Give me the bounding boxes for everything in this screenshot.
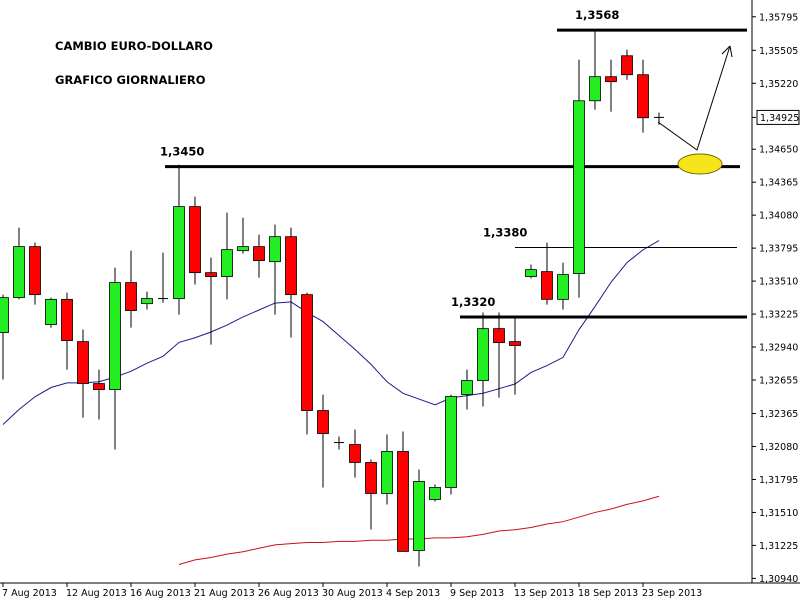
x-tick-label: 30 Aug 2013 — [322, 588, 383, 599]
candle-body — [557, 274, 569, 300]
x-tick-label: 16 Aug 2013 — [130, 588, 191, 599]
y-tick-label: 1,32940 — [759, 343, 798, 354]
candle-body — [61, 298, 73, 341]
candle-body — [317, 410, 329, 434]
y-tick-label: 1,32365 — [759, 409, 798, 420]
candle-body — [237, 246, 249, 252]
candle-body — [413, 481, 425, 551]
candle-body — [605, 76, 617, 83]
y-tick-label: 1,34080 — [759, 211, 798, 222]
level-label: 1,3450 — [160, 145, 204, 159]
candle-body — [285, 236, 297, 296]
candle-body — [509, 341, 521, 346]
x-tick-label: 23 Sep 2013 — [642, 588, 702, 599]
candle-body — [93, 383, 105, 390]
candle-body — [141, 298, 153, 305]
candle-body — [0, 297, 9, 333]
candle-body — [349, 444, 361, 463]
level-label: 1,3568 — [575, 8, 619, 22]
y-tick-label: 1,33510 — [759, 277, 798, 288]
x-tick-label: 9 Sep 2013 — [450, 588, 504, 599]
candle-body — [589, 76, 601, 102]
last-price-label: 1,34925 — [760, 113, 799, 124]
candle-body — [477, 328, 489, 381]
candle-body — [77, 341, 89, 384]
candle-body — [29, 246, 41, 296]
candle-body — [381, 451, 393, 494]
y-tick-label: 1,32080 — [759, 442, 798, 453]
candle-body — [621, 55, 633, 76]
candle-body — [253, 246, 265, 262]
candle-body — [365, 462, 377, 494]
candle-body — [637, 74, 649, 119]
plot: 1,35795 1,35505 1,35220 1,34650 1,34365 1,340… — [0, 8, 800, 599]
candle-body — [445, 396, 457, 488]
candle-body — [13, 246, 25, 299]
candle-body — [541, 271, 553, 300]
chart-subtitle: GRAFICO GIORNALIERO — [55, 73, 206, 87]
y-tick-label: 1,33795 — [759, 244, 798, 255]
y-tick-label: 1,30940 — [759, 574, 798, 585]
candle-body — [525, 269, 537, 277]
candle-body — [397, 451, 409, 552]
x-tick-label: 26 Aug 2013 — [258, 588, 319, 599]
level-label: 1,3380 — [483, 226, 527, 240]
x-tick-label: 13 Sep 2013 — [514, 588, 574, 599]
candle-body — [461, 380, 473, 395]
x-tick-label: 4 Sep 2013 — [386, 588, 440, 599]
y-tick-label: 1,34650 — [759, 145, 798, 156]
candle-body — [573, 100, 585, 274]
target-ellipse — [677, 153, 723, 175]
candle-body — [189, 206, 201, 274]
x-tick-label: 21 Aug 2013 — [194, 588, 255, 599]
candle-body — [173, 206, 185, 299]
y-tick-label: 1,32655 — [759, 375, 798, 386]
chart-title: CAMBIO EURO-DOLLARO — [55, 39, 213, 53]
forecast-arrow — [657, 45, 731, 151]
y-tick-label: 1,35220 — [759, 79, 798, 90]
candle-body — [109, 282, 121, 390]
y-tick-label: 1,34365 — [759, 178, 798, 189]
candle-body — [269, 236, 281, 263]
arrow-head — [721, 45, 733, 58]
y-tick-label: 1,35505 — [759, 46, 798, 57]
candle-body — [221, 249, 233, 277]
last-price-box — [756, 109, 800, 125]
y-tick-label: 1,35795 — [759, 12, 798, 23]
level-label: 1,3320 — [451, 295, 495, 309]
candle-body — [205, 272, 217, 277]
x-tick-label: 12 Aug 2013 — [66, 588, 127, 599]
candle-body — [493, 328, 505, 344]
candle-body — [429, 487, 441, 500]
y-tick-label: 1,31225 — [759, 541, 798, 552]
y-tick-label: 1,31510 — [759, 508, 798, 519]
y-tick-label: 1,31795 — [759, 475, 798, 486]
y-tick-label: 1,33225 — [759, 310, 798, 321]
x-tick-label: 18 Sep 2013 — [578, 588, 638, 599]
candle-body — [301, 294, 313, 411]
x-tick-label: 7 Aug 2013 — [2, 588, 57, 599]
candle-body — [125, 282, 137, 311]
candle-body — [45, 298, 57, 325]
